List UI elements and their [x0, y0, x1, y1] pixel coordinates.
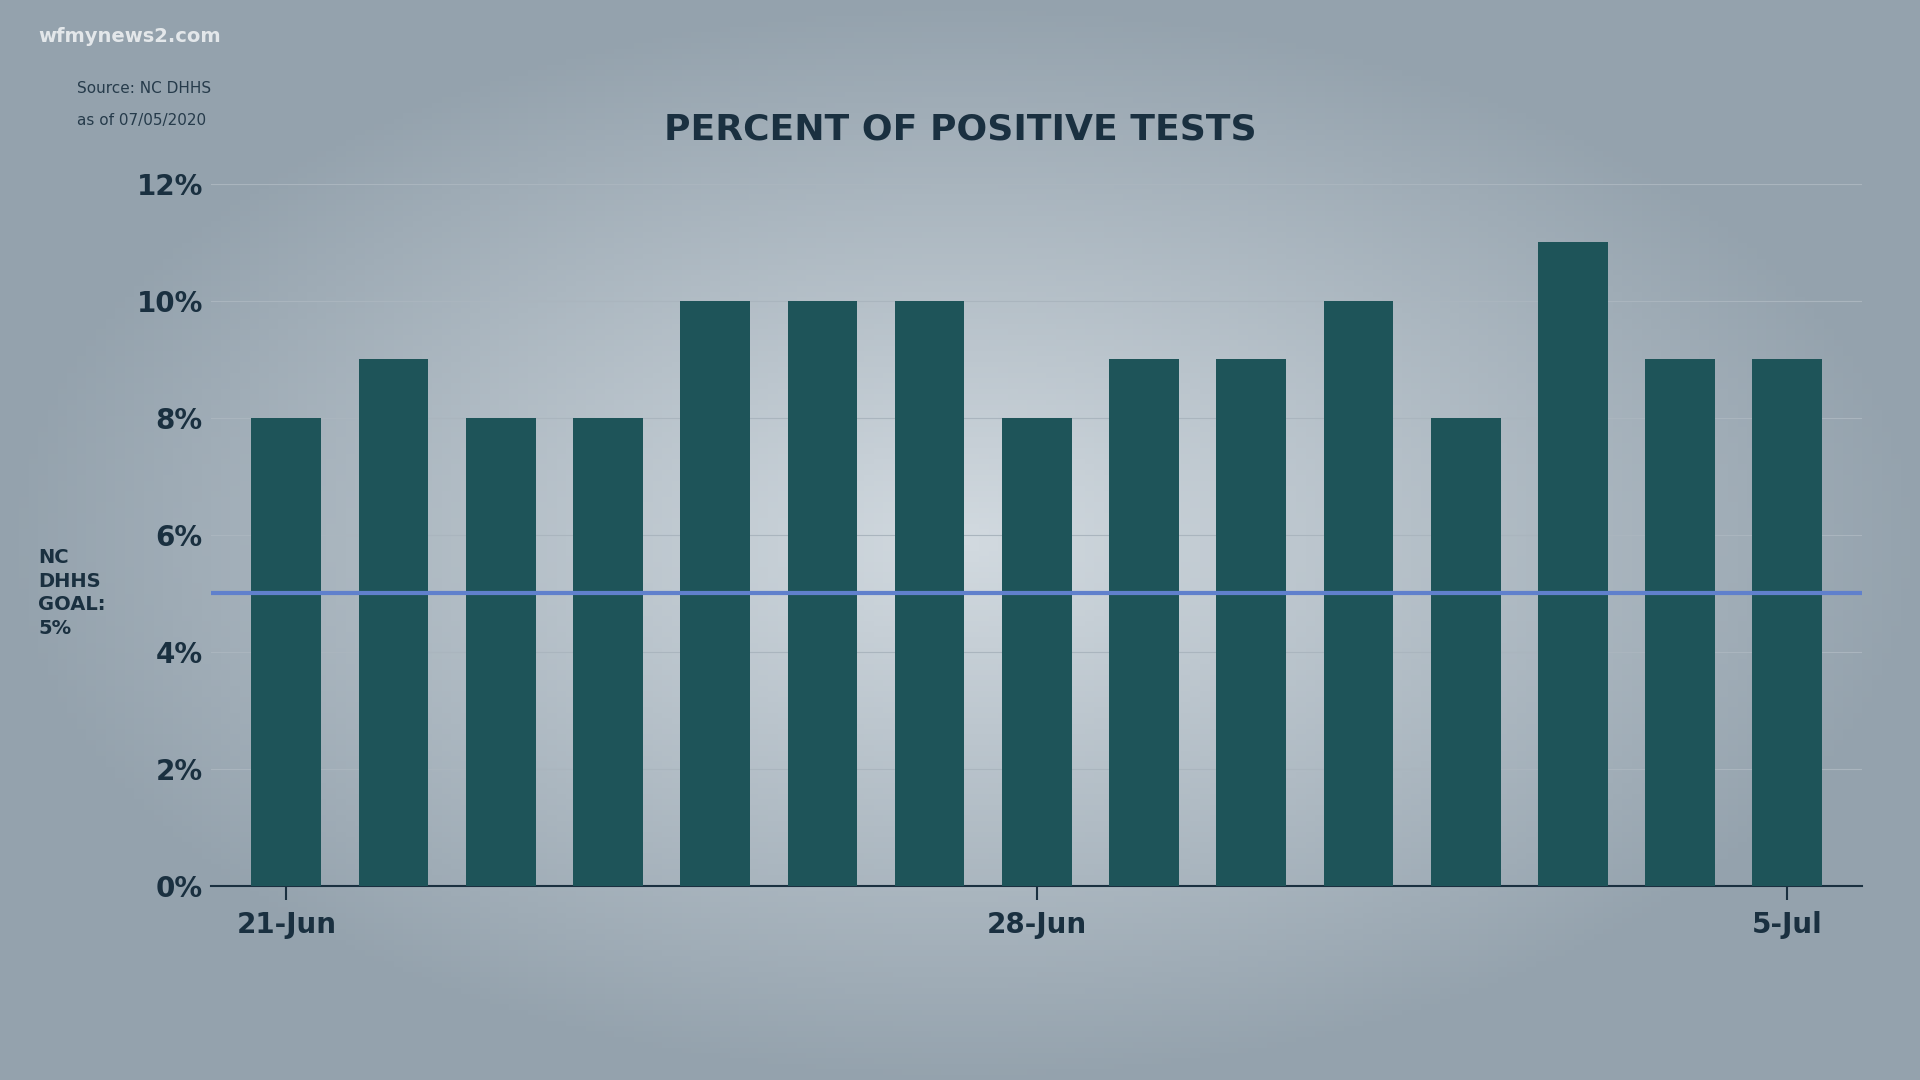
Bar [1110, 359, 1179, 886]
Bar [1645, 359, 1715, 886]
Bar [467, 418, 536, 886]
Text: wfmynews2.com: wfmynews2.com [38, 27, 221, 46]
Bar [787, 300, 856, 886]
Bar [572, 418, 643, 886]
Bar [1002, 418, 1071, 886]
Text: Source: NC DHHS: Source: NC DHHS [77, 81, 211, 96]
Bar [1217, 359, 1286, 886]
Bar [1538, 242, 1607, 886]
Text: as of 07/05/2020: as of 07/05/2020 [77, 113, 205, 129]
Bar [680, 300, 751, 886]
Bar [252, 418, 321, 886]
Bar [1430, 418, 1501, 886]
Bar [359, 359, 428, 886]
Bar [1753, 359, 1822, 886]
Text: NC
DHHS
GOAL:
5%: NC DHHS GOAL: 5% [38, 549, 106, 638]
Bar [895, 300, 964, 886]
Text: PERCENT OF POSITIVE TESTS: PERCENT OF POSITIVE TESTS [664, 112, 1256, 147]
Bar [1323, 300, 1394, 886]
